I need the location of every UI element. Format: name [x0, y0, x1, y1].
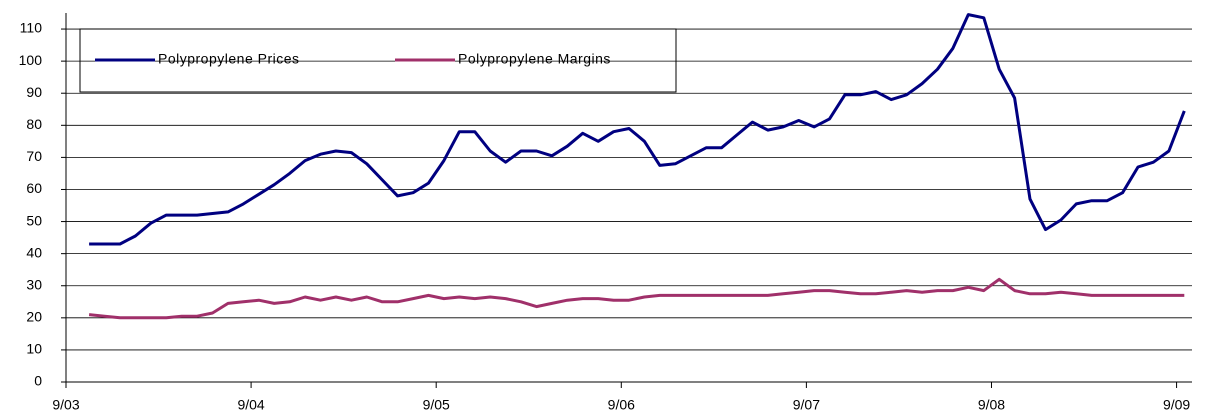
x-tick-label: 9/06: [608, 397, 635, 413]
x-tick-label: 9/07: [793, 397, 820, 413]
x-tick-label: 9/09: [1163, 397, 1190, 413]
x-tick-label: 9/05: [423, 397, 450, 413]
legend-box: [79, 28, 677, 93]
y-tick-label: 0: [34, 373, 42, 389]
y-tick-label: 50: [26, 212, 42, 228]
y-tick-label: 90: [26, 84, 42, 100]
y-tick-label: 60: [26, 180, 42, 196]
y-tick-label: 20: [26, 309, 42, 325]
y-tick-label: 110: [20, 20, 43, 36]
y-tick-label: 30: [26, 276, 42, 292]
x-tick-label: 9/04: [237, 397, 264, 413]
y-tick-label: 80: [26, 116, 42, 132]
x-tick-label: 9/03: [52, 397, 79, 413]
y-tick-label: 40: [26, 244, 42, 260]
line-series: [88, 277, 1185, 320]
y-tick-label: 10: [26, 341, 42, 357]
y-tick-label: 100: [19, 52, 43, 68]
line-series: [89, 13, 1186, 246]
y-tick-label: 70: [26, 148, 42, 164]
x-tick-label: 9/08: [978, 397, 1005, 413]
legend-label: Polypropylene Margins: [458, 51, 611, 67]
legend-label: Polypropylene Prices: [158, 51, 300, 67]
